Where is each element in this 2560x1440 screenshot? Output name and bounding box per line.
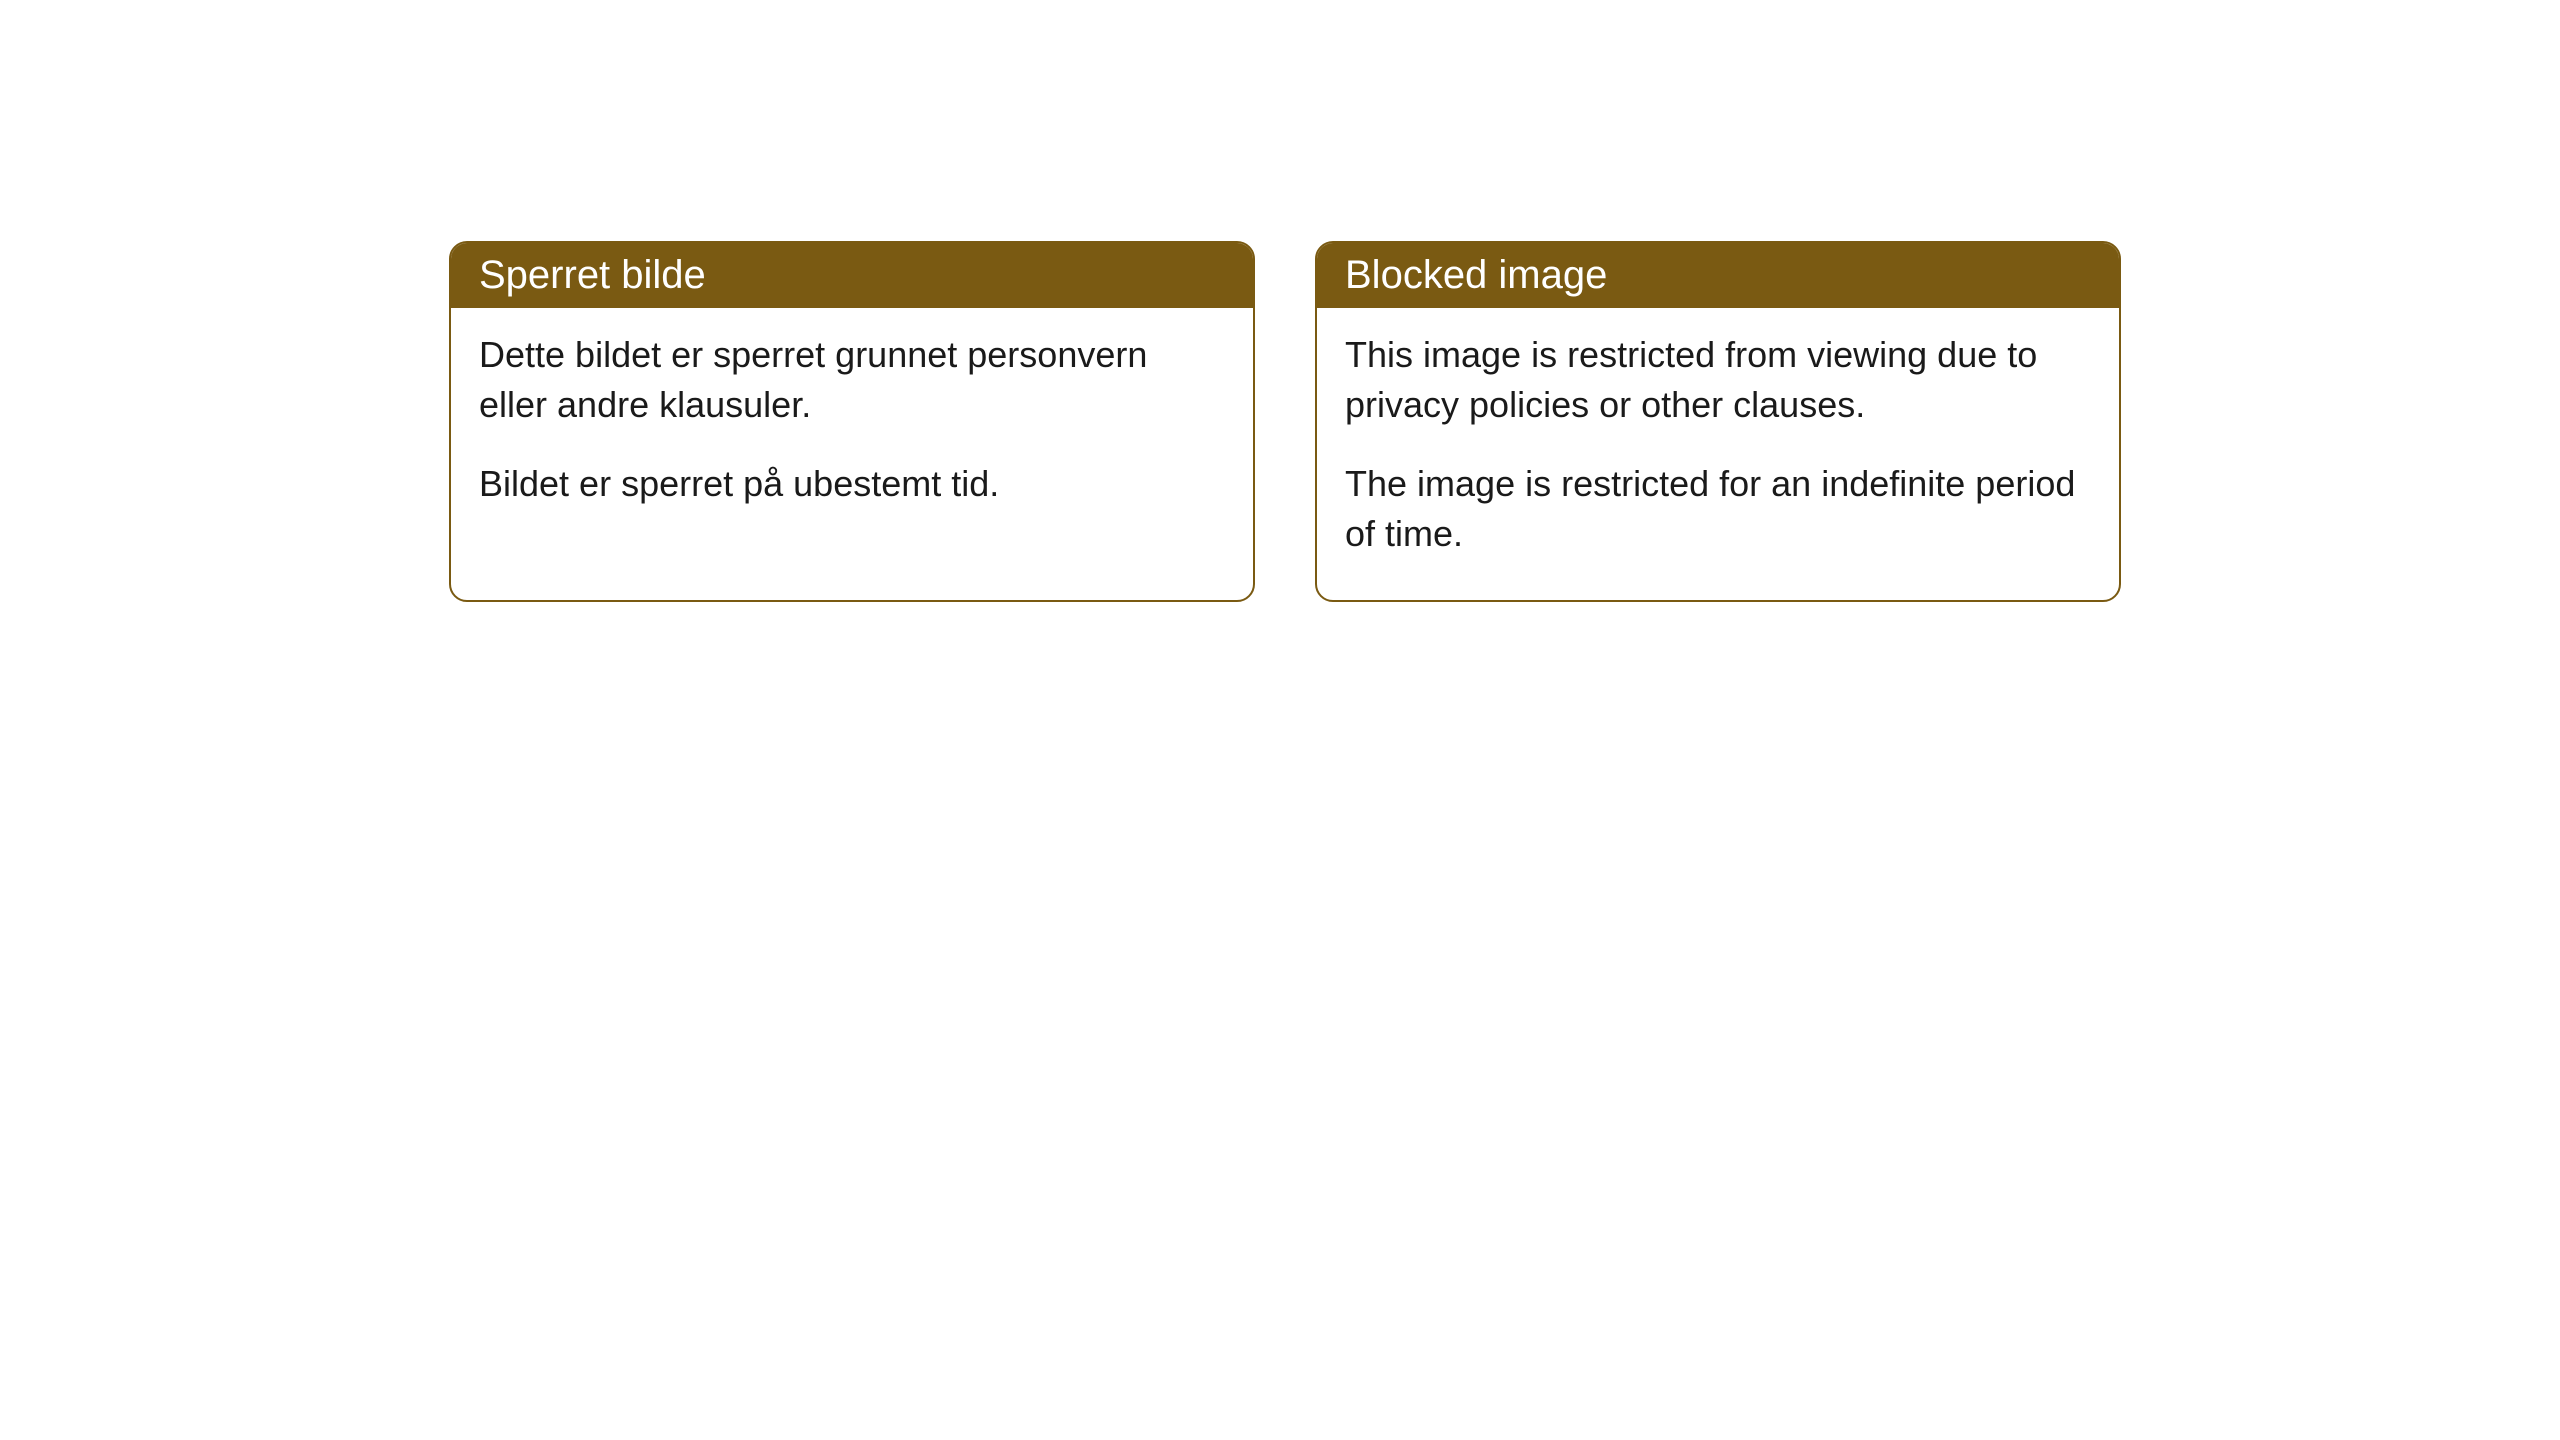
card-header-en: Blocked image xyxy=(1317,243,2119,308)
card-title-en: Blocked image xyxy=(1345,253,1607,297)
card-paragraph-2-en: The image is restricted for an indefinit… xyxy=(1345,459,2091,560)
blocked-image-card-en: Blocked image This image is restricted f… xyxy=(1315,241,2121,602)
card-container: Sperret bilde Dette bildet er sperret gr… xyxy=(449,241,2121,602)
card-paragraph-1-en: This image is restricted from viewing du… xyxy=(1345,330,2091,431)
card-title-no: Sperret bilde xyxy=(479,253,706,297)
card-paragraph-2-no: Bildet er sperret på ubestemt tid. xyxy=(479,459,1225,509)
card-header-no: Sperret bilde xyxy=(451,243,1253,308)
card-body-en: This image is restricted from viewing du… xyxy=(1317,308,2119,600)
card-body-no: Dette bildet er sperret grunnet personve… xyxy=(451,308,1253,549)
card-paragraph-1-no: Dette bildet er sperret grunnet personve… xyxy=(479,330,1225,431)
blocked-image-card-no: Sperret bilde Dette bildet er sperret gr… xyxy=(449,241,1255,602)
